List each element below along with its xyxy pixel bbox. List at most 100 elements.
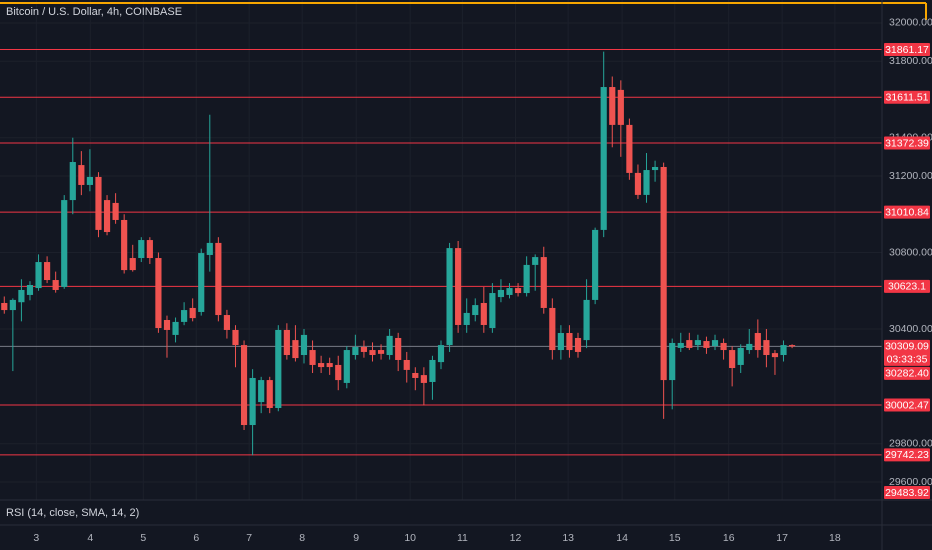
- x-tick-label: 7: [246, 532, 252, 544]
- candle-body: [592, 229, 599, 300]
- candle-body: [703, 341, 710, 348]
- candle-body: [634, 172, 642, 195]
- candle-body: [506, 288, 513, 295]
- price-label-box: [884, 43, 930, 57]
- price-label-box: [884, 339, 930, 366]
- candle-body: [129, 258, 136, 271]
- price-label: 30309.09: [885, 341, 929, 353]
- candle-body: [360, 346, 368, 352]
- candle-body: [746, 343, 753, 351]
- candle-body: [480, 302, 487, 325]
- price-label: 31010.84: [885, 206, 929, 218]
- candle-body: [711, 340, 719, 347]
- chart-title: Bitcoin / U.S. Dollar, 4h, COINBASE: [6, 6, 182, 18]
- y-tick-label: 31200.00: [889, 170, 932, 182]
- price-label-box: [884, 136, 930, 150]
- x-tick-label: 11: [457, 532, 468, 544]
- price-label: 29483.92: [885, 487, 929, 499]
- candle-body: [35, 262, 42, 289]
- candle-body: [95, 176, 102, 230]
- price-label: 30002.47: [885, 399, 929, 411]
- candle-body: [600, 87, 607, 230]
- price-label: 03:33:35: [887, 354, 928, 366]
- candle-body: [266, 380, 273, 408]
- price-label: 31861.17: [885, 44, 929, 56]
- candle-body: [138, 240, 145, 259]
- x-tick-label: 10: [404, 532, 416, 544]
- candle-body: [223, 315, 231, 330]
- candle-body: [18, 289, 25, 303]
- candle-body: [326, 363, 333, 368]
- candle-body: [103, 200, 111, 233]
- candle-body: [206, 242, 213, 255]
- candle-body: [189, 307, 196, 319]
- candle-body: [626, 124, 633, 173]
- candle-body: [386, 335, 393, 356]
- x-tick-label: 14: [616, 532, 628, 544]
- x-tick-label: 9: [353, 532, 359, 544]
- candle-body: [643, 170, 650, 195]
- candle-body: [489, 293, 496, 329]
- price-label: 30623.1: [888, 281, 926, 293]
- candle-body: [258, 380, 265, 403]
- y-tick-label: 29800.00: [889, 438, 932, 450]
- price-label: 31611.51: [885, 92, 928, 104]
- x-tick-label: 6: [193, 532, 199, 544]
- candle-body: [549, 307, 556, 351]
- price-label-box: [884, 279, 930, 293]
- candle-body: [395, 337, 402, 360]
- candle-body: [617, 89, 624, 125]
- candle-body: [780, 345, 787, 356]
- candle-body: [172, 321, 179, 335]
- candle-body: [240, 345, 248, 426]
- candle-body: [155, 258, 162, 329]
- candle-body: [377, 350, 385, 354]
- candle-body: [283, 329, 290, 356]
- indicator-label: RSI (14, close, SMA, 14, 2): [6, 507, 139, 519]
- candle-body: [300, 334, 308, 356]
- candle-body: [754, 333, 761, 351]
- candle-body: [540, 257, 547, 308]
- candle-body: [514, 288, 522, 294]
- candle-body: [609, 87, 616, 125]
- candle-body: [86, 176, 93, 185]
- candle-body: [26, 285, 34, 295]
- candle-body: [566, 333, 573, 351]
- candle-body: [497, 289, 505, 298]
- candle-body: [343, 350, 350, 383]
- x-tick-label: 5: [140, 532, 146, 544]
- y-tick-label: 31800.00: [889, 55, 932, 67]
- candle-body: [318, 363, 325, 368]
- candle-body: [574, 337, 582, 352]
- candle-body: [198, 253, 205, 312]
- price-label-box: [884, 205, 930, 219]
- candle-body: [403, 359, 410, 370]
- x-tick-label: 3: [33, 532, 39, 544]
- candle-body: [335, 364, 342, 381]
- candle-body: [1, 302, 8, 311]
- candle-body: [729, 350, 736, 369]
- price-label-box: [884, 366, 930, 380]
- candle-body: [112, 202, 119, 220]
- price-label: 30282.40: [885, 368, 929, 380]
- y-tick-label: 30800.00: [889, 246, 932, 258]
- price-label-box: [884, 90, 930, 104]
- candle-body: [686, 340, 693, 348]
- x-tick-label: 16: [723, 532, 735, 544]
- y-tick-label: 32000.00: [889, 17, 932, 29]
- candle-body: [651, 166, 659, 171]
- candle-body: [163, 320, 171, 330]
- candle-body: [677, 342, 684, 348]
- candle-body: [146, 240, 153, 259]
- candle-body: [763, 340, 770, 356]
- price-label-box: [884, 398, 930, 412]
- x-tick-label: 17: [776, 532, 788, 544]
- price-label-box: [884, 448, 930, 462]
- candle-body: [523, 264, 530, 294]
- price-label: 31372.39: [885, 137, 929, 149]
- x-tick-label: 12: [510, 532, 522, 544]
- candle-body: [720, 342, 727, 351]
- y-tick-label: 29600.00: [889, 476, 932, 488]
